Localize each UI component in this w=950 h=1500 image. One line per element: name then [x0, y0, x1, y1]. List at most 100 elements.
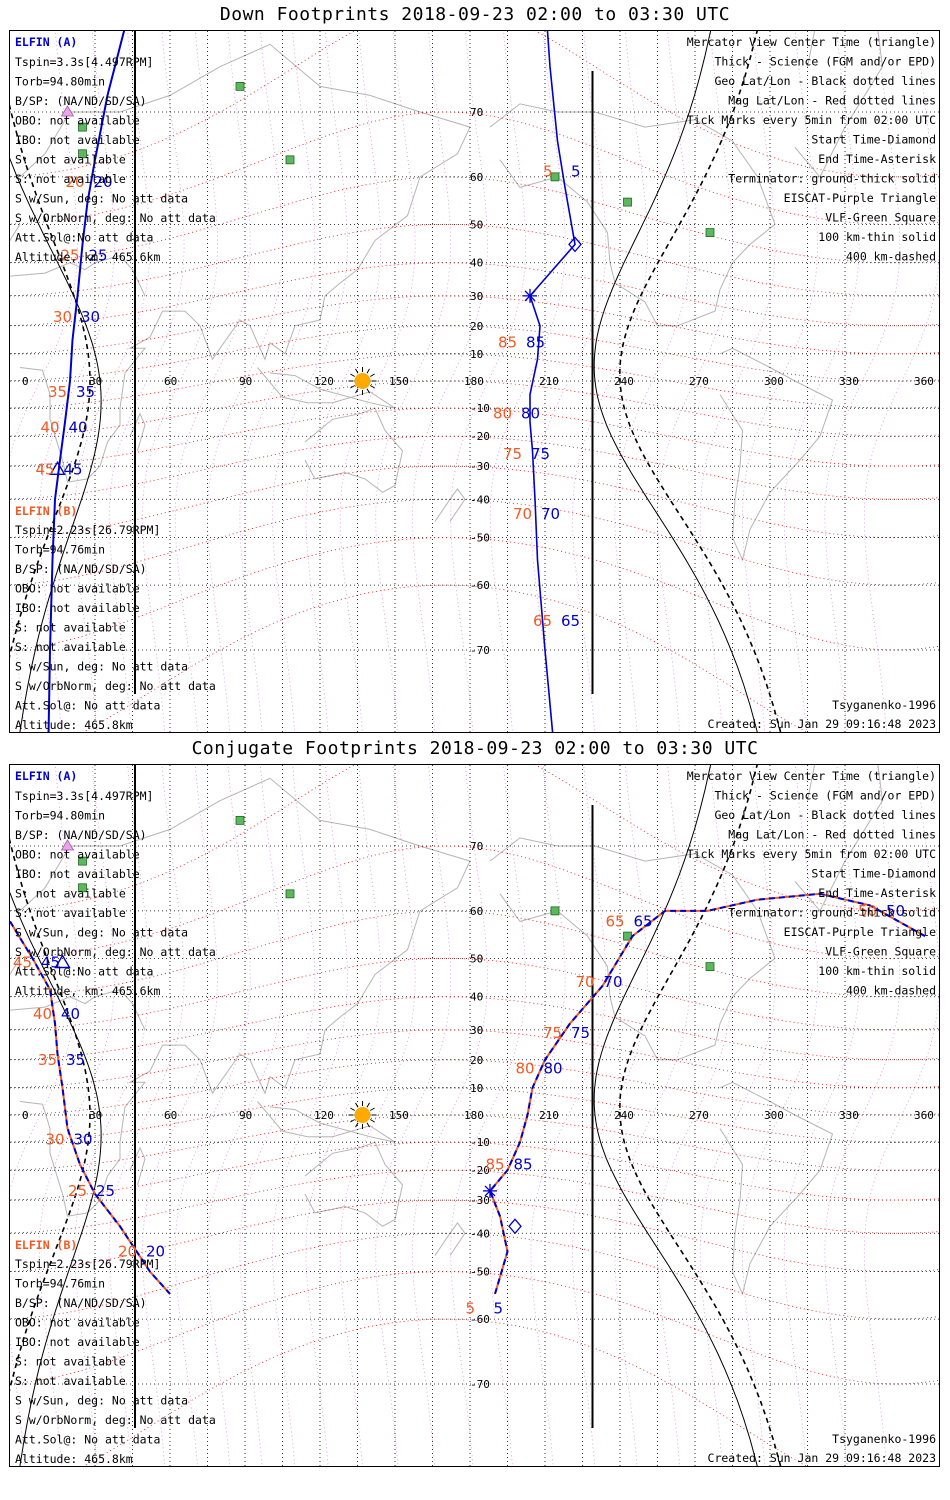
elfin-a-info-line: B/SP: (NA/ND/SD/SA) [15, 828, 147, 842]
elfin-b-info-line: Torb=94.76min [15, 1277, 105, 1291]
elfin-b-tick-label: 25 [61, 247, 80, 265]
down-footprints-panel: Down Footprints 2018-09-23 02:00 to 03:3… [0, 0, 950, 742]
mag-parallel [10, 1169, 939, 1234]
elfin-a-tick-label: 85 [526, 334, 545, 352]
terminator [10, 31, 782, 732]
eiscat-station-marker [60, 105, 75, 117]
mag-parallel [10, 498, 939, 586]
mag-parallel [10, 295, 939, 355]
sun-ray [366, 1122, 370, 1128]
mag-parallel [10, 910, 939, 998]
legend-entry: Start Time-Diamond [811, 867, 936, 881]
legend-entry: VLF-Green Square [825, 211, 936, 225]
start-diamond [508, 1218, 522, 1235]
elfin-b-tick-label: 70 [576, 973, 595, 991]
mag-meridian [375, 765, 452, 1466]
elfin-b-info-line: S w/Sun, deg: No att data [15, 1394, 188, 1408]
lon-tick-label: 150 [389, 1109, 409, 1122]
lon-tick-label: 0 [22, 1109, 29, 1122]
elfin-a-tick-label: 75 [571, 1024, 590, 1042]
legend-entry: Mag Lat/Lon - Red dotted lines [728, 828, 936, 842]
lon-tick-label: 150 [389, 375, 409, 388]
elfin-b-info-line: Altitude: 465.8km [15, 1452, 133, 1466]
lat-tick-label: 40 [470, 991, 483, 1004]
vlf-station-marker [285, 889, 295, 899]
elfin-b-tick-label: 40 [33, 1005, 52, 1023]
created-timestamp: Created: Sun Jan 29 09:16:48 2023 [708, 717, 937, 731]
lon-tick-label: 330 [839, 1109, 859, 1122]
conjugate-footprints-panel: Conjugate Footprints 2018-09-23 02:00 to… [0, 734, 950, 1476]
sun-ray [366, 1102, 370, 1108]
elfin-b-tick-label: 45 [36, 460, 55, 478]
lat-tick-label: 60 [470, 905, 483, 918]
elfin-a-info-line: S: not available [15, 153, 126, 167]
terminator-100km-left [10, 157, 102, 732]
elfin-b-tick-label: 40 [41, 419, 60, 437]
coastline [719, 347, 834, 562]
lon-tick-label: 270 [689, 375, 709, 388]
elfin-a-tick-label: 5 [571, 162, 581, 180]
lon-tick-label: 180 [464, 375, 484, 388]
lat-tick-label: 60 [470, 171, 483, 184]
lat-tick-label: -60 [470, 1313, 490, 1326]
asterisk-stroke [484, 1185, 496, 1197]
lon-tick-label: 120 [314, 1109, 334, 1122]
elfin-a-tick-label: 35 [76, 383, 95, 401]
lat-tick-label: 20 [470, 1054, 483, 1067]
elfin-b-info-line: S w/Sun, deg: No att data [15, 660, 188, 674]
elfin-a-tick-label: 20 [146, 1243, 165, 1261]
vlf-station-marker [78, 149, 87, 159]
elfin-a-tick-label: 30 [74, 1130, 93, 1148]
vlf-station-marker [235, 81, 245, 91]
mag-meridian [450, 31, 527, 732]
elfin-b-info-line: IBO: not available [15, 601, 140, 615]
elfin-a-info-line: IBO: not available [15, 133, 140, 147]
legend-entry: Geo Lat/Lon - Black dotted lines [714, 808, 936, 822]
legend-entry: EISCAT-Purple Triangle [784, 191, 936, 205]
lon-tick-label: 360 [914, 375, 934, 388]
vlf-station-marker [550, 172, 560, 182]
lat-tick-label: 10 [470, 348, 483, 361]
vlf-station-marker [235, 815, 245, 825]
elfin-b-info-line: S w/OrbNorm, deg: No att data [15, 679, 216, 693]
sun-ray [370, 1119, 375, 1123]
legend-entry: 400 km-dashed [846, 984, 936, 998]
terminator-400km-left [10, 104, 91, 658]
elfin-b-tick-label: 20 [66, 173, 85, 191]
mag-meridian [375, 31, 452, 732]
elfin-b-tick-label: 80 [493, 405, 512, 423]
mag-meridian [572, 31, 648, 732]
elfin-a-tick-label: 80 [521, 405, 540, 423]
elfin-a-tick-label: 75 [531, 445, 550, 463]
lat-tick-label: 50 [470, 218, 483, 231]
coastline [257, 1101, 396, 1143]
lat-tick-label: 70 [470, 840, 483, 853]
elfin-b-tick-label: 75 [503, 445, 522, 463]
elfin-a-track [488, 892, 926, 1295]
mag-parallel [10, 407, 939, 467]
mag-parallel [10, 465, 939, 539]
model-label: Tsyganenko-1996 [832, 698, 936, 712]
coastlines [10, 765, 884, 1296]
start-diamond [568, 236, 582, 253]
elfin-b-tick-label: 45 [13, 954, 32, 972]
legend-entry: Terminator: ground-thick solid [728, 172, 936, 186]
elfin-a-tick-label: 45 [41, 954, 60, 972]
elfin-b-tick-label: 5 [543, 162, 553, 180]
coastline [489, 837, 776, 1061]
coastline [434, 1222, 466, 1256]
terminator [10, 765, 782, 1466]
elfin-b-info-line: Altitude: 465.8km [15, 718, 133, 732]
elfin-a-tick-label: 30 [81, 308, 100, 326]
elfin-b-heading: ELFIN (B) [15, 504, 77, 518]
center-time-triangle [49, 460, 66, 475]
lon-tick-label: 210 [539, 375, 559, 388]
sun-icon [348, 367, 377, 395]
end-asterisk [523, 288, 537, 303]
sun-ray [366, 388, 370, 394]
elfin-b-tick-label: 85 [486, 1156, 505, 1174]
sun-ray [370, 385, 375, 389]
lat-tick-label: 50 [470, 952, 483, 965]
coastline [257, 367, 396, 409]
elfin-a-info-line: Altitude, km: 465.6km [15, 250, 160, 264]
